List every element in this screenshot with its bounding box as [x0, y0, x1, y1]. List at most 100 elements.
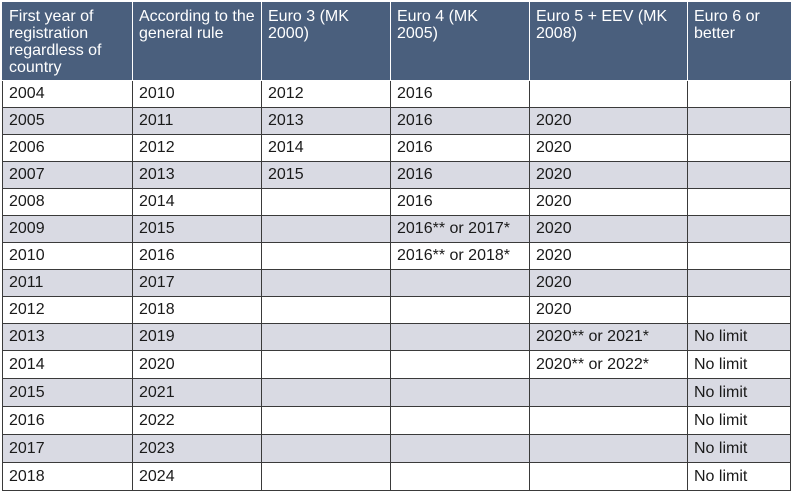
cell-euro-5-eev: 2020	[529, 188, 688, 216]
cell-euro-6	[687, 215, 791, 243]
cell-euro-6	[687, 134, 791, 162]
cell-first-year: 2018	[2, 462, 133, 491]
cell-euro-4: 2016** or 2018*	[390, 242, 530, 270]
cell-general-rule: 2024	[132, 462, 262, 491]
cell-euro-6: No limit	[687, 462, 791, 491]
cell-general-rule: 2014	[132, 188, 262, 216]
cell-general-rule: 2022	[132, 406, 262, 435]
table-header: First year of registration regardless of…	[2, 2, 791, 81]
cell-first-year: 2006	[2, 134, 133, 162]
cell-general-rule: 2016	[132, 242, 262, 270]
table-row: 2004 2010 2012 2016	[2, 80, 791, 108]
cell-euro-3: 2012	[261, 80, 391, 108]
cell-euro-6: No limit	[687, 323, 791, 351]
cell-euro-3: 2013	[261, 107, 391, 135]
cell-general-rule: 2012	[132, 134, 262, 162]
cell-first-year: 2011	[2, 269, 133, 297]
cell-euro-5-eev: 2020	[529, 161, 688, 189]
table-row: 2007 2013 2015 2016 2020	[2, 161, 791, 189]
cell-euro-3	[261, 350, 391, 379]
table-row: 2015 2021 No limit	[2, 378, 791, 407]
cell-euro-4	[390, 323, 530, 351]
table-body: 2004 2010 2012 2016 2005 2011 2013 2016 2020 2006…	[2, 80, 791, 491]
cell-first-year: 2015	[2, 378, 133, 407]
cell-euro-3	[261, 378, 391, 407]
cell-first-year: 2005	[2, 107, 133, 135]
emission-class-table-container: First year of registration regardless of…	[2, 2, 791, 491]
table-row: 2012 2018 2020	[2, 296, 791, 324]
cell-euro-3	[261, 242, 391, 270]
cell-euro-6	[687, 188, 791, 216]
cell-euro-4: 2016	[390, 80, 530, 108]
cell-euro-4: 2016	[390, 188, 530, 216]
cell-euro-3: 2015	[261, 161, 391, 189]
cell-euro-5-eev: 2020** or 2022*	[529, 350, 688, 379]
cell-euro-5-eev: 2020	[529, 107, 688, 135]
cell-euro-3	[261, 323, 391, 351]
cell-euro-3	[261, 188, 391, 216]
cell-euro-3	[261, 269, 391, 297]
cell-euro-5-eev: 2020	[529, 215, 688, 243]
table-row: 2005 2011 2013 2016 2020	[2, 107, 791, 135]
cell-general-rule: 2017	[132, 269, 262, 297]
cell-euro-6: No limit	[687, 434, 791, 463]
table-row: 2014 2020 2020** or 2022* No limit	[2, 350, 791, 379]
cell-euro-4	[390, 350, 530, 379]
cell-euro-5-eev	[529, 434, 688, 463]
cell-euro-4	[390, 462, 530, 491]
cell-general-rule: 2020	[132, 350, 262, 379]
cell-general-rule: 2021	[132, 378, 262, 407]
cell-first-year: 2013	[2, 323, 133, 351]
cell-euro-5-eev: 2020	[529, 296, 688, 324]
cell-euro-6: No limit	[687, 350, 791, 379]
cell-euro-3	[261, 406, 391, 435]
cell-euro-6: No limit	[687, 378, 791, 407]
table-row: 2018 2024 No limit	[2, 462, 791, 491]
table-row: 2006 2012 2014 2016 2020	[2, 134, 791, 162]
cell-euro-5-eev: 2020	[529, 269, 688, 297]
cell-euro-3: 2014	[261, 134, 391, 162]
table-row: 2013 2019 2020** or 2021* No limit	[2, 323, 791, 351]
cell-euro-4: 2016	[390, 134, 530, 162]
cell-euro-6: No limit	[687, 406, 791, 435]
cell-euro-6	[687, 242, 791, 270]
cell-euro-4: 2016	[390, 161, 530, 189]
table-row: 2009 2015 2016** or 2017* 2020	[2, 215, 791, 243]
cell-euro-3	[261, 434, 391, 463]
cell-general-rule: 2023	[132, 434, 262, 463]
cell-general-rule: 2013	[132, 161, 262, 189]
header-row: First year of registration regardless of…	[2, 2, 791, 81]
cell-euro-4: 2016	[390, 107, 530, 135]
cell-first-year: 2007	[2, 161, 133, 189]
cell-euro-6	[687, 269, 791, 297]
cell-first-year: 2009	[2, 215, 133, 243]
cell-euro-4	[390, 378, 530, 407]
table-row: 2017 2023 No limit	[2, 434, 791, 463]
cell-first-year: 2012	[2, 296, 133, 324]
cell-euro-4	[390, 434, 530, 463]
cell-euro-5-eev: 2020	[529, 134, 688, 162]
cell-first-year: 2008	[2, 188, 133, 216]
cell-euro-5-eev	[529, 80, 688, 108]
cell-euro-6	[687, 80, 791, 108]
cell-euro-5-eev: 2020	[529, 242, 688, 270]
header-euro-5-eev: Euro 5 + EEV (MK 2008)	[529, 2, 688, 81]
cell-euro-4	[390, 296, 530, 324]
header-euro-4: Euro 4 (MK 2005)	[390, 2, 530, 81]
emission-class-table: First year of registration regardless of…	[2, 2, 791, 491]
cell-euro-3	[261, 462, 391, 491]
cell-general-rule: 2018	[132, 296, 262, 324]
cell-first-year: 2010	[2, 242, 133, 270]
table-row: 2016 2022 No limit	[2, 406, 791, 435]
cell-euro-6	[687, 161, 791, 189]
cell-euro-5-eev	[529, 378, 688, 407]
cell-euro-6	[687, 296, 791, 324]
cell-first-year: 2004	[2, 80, 133, 108]
cell-euro-5-eev	[529, 406, 688, 435]
cell-first-year: 2016	[2, 406, 133, 435]
cell-euro-3	[261, 296, 391, 324]
cell-euro-4	[390, 406, 530, 435]
header-general-rule: According to the general rule	[132, 2, 262, 81]
cell-euro-4: 2016** or 2017*	[390, 215, 530, 243]
cell-euro-5-eev	[529, 462, 688, 491]
